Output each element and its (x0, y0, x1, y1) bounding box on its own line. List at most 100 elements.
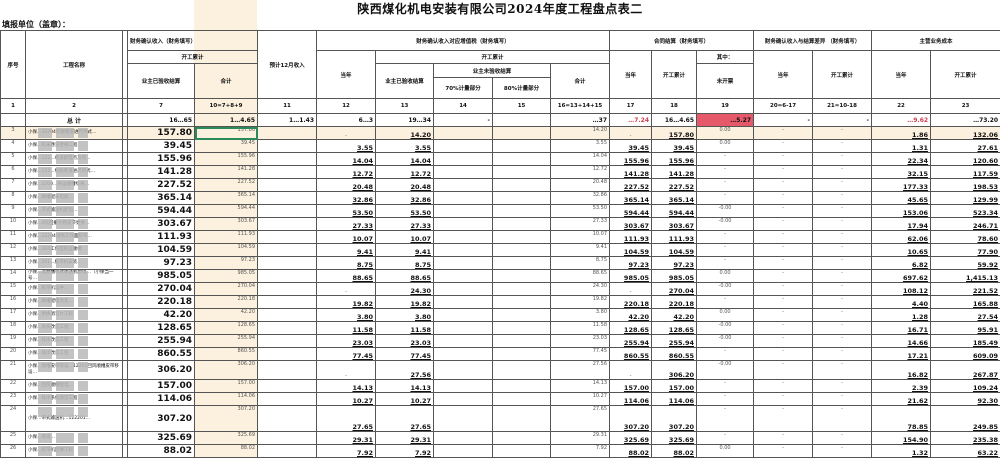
value-cell[interactable]: - (696, 152, 755, 166)
value-cell[interactable]: 594.44 (193, 204, 259, 218)
value-cell[interactable]: 249.85 (930, 405, 1000, 432)
value-cell[interactable]: - (696, 178, 755, 192)
value-cell[interactable]: - (753, 405, 814, 432)
value-cell[interactable] (257, 191, 318, 205)
value-cell[interactable]: 27.56 (550, 360, 611, 380)
value-cell[interactable]: 77.90 (930, 243, 1000, 257)
value-cell[interactable]: 104.59 (609, 243, 653, 257)
value-cell[interactable]: 270.04 (127, 282, 195, 296)
value-cell[interactable]: 19.82 (550, 295, 611, 309)
row-seq-cell[interactable]: 9 (0, 204, 26, 218)
value-cell[interactable] (433, 256, 494, 270)
header-total[interactable]: 合计 (193, 63, 259, 99)
value-cell[interactable]: 177.33 (871, 178, 932, 192)
value-cell[interactable]: 27.61 (930, 139, 1000, 153)
value-cell[interactable]: - (316, 360, 377, 380)
value-cell[interactable]: 27.33 (550, 217, 611, 231)
project-name-cell[interactable]: 小保…顺槽配电点及… (25, 295, 123, 309)
value-cell[interactable]: - (753, 152, 814, 166)
value-cell[interactable]: 1.31 (871, 139, 932, 153)
value-cell[interactable] (257, 152, 318, 166)
value-cell[interactable] (257, 321, 318, 335)
value-cell[interactable]: -0.00 (696, 282, 755, 296)
value-cell[interactable] (492, 204, 552, 218)
value-cell[interactable]: 23.03 (316, 334, 377, 348)
value-cell[interactable]: 45.65 (871, 191, 932, 205)
value-cell[interactable]: 27.33 (375, 217, 435, 231)
header-owner-accepted[interactable]: 业主已验收结算 (127, 63, 195, 99)
value-cell[interactable]: 53.50 (550, 204, 611, 218)
value-cell[interactable] (492, 191, 552, 205)
value-cell[interactable]: 157.00 (127, 379, 195, 393)
value-cell[interactable]: 0.00 (696, 444, 755, 458)
value-cell[interactable] (257, 334, 318, 348)
value-cell[interactable]: - (609, 126, 653, 140)
value-cell[interactable]: 235.38 (930, 431, 1000, 445)
value-cell[interactable] (433, 431, 494, 445)
value-cell[interactable]: 0.00 (696, 126, 755, 140)
value-cell[interactable] (492, 334, 552, 348)
value-cell[interactable]: 220.18 (127, 295, 195, 309)
value-cell[interactable]: - (812, 295, 873, 309)
value-cell[interactable]: 6.82 (871, 256, 932, 270)
value-cell[interactable]: - (753, 269, 814, 283)
row-seq-cell[interactable]: 19 (0, 334, 26, 348)
value-cell[interactable]: 220.18 (609, 295, 653, 309)
value-cell[interactable]: 7.92 (550, 444, 611, 458)
value-cell[interactable]: - (696, 392, 755, 406)
value-cell[interactable]: 120.60 (930, 152, 1000, 166)
value-cell[interactable] (257, 379, 318, 393)
column-index-cell[interactable]: 14 (433, 98, 494, 114)
header-diff-cum[interactable]: 开工累计 (812, 50, 873, 99)
value-cell[interactable]: - (812, 165, 873, 179)
value-cell[interactable]: 594.44 (127, 204, 195, 218)
value-cell[interactable]: - (609, 360, 653, 380)
value-cell[interactable]: - (696, 165, 755, 179)
value-cell[interactable] (433, 347, 494, 361)
value-cell[interactable]: 155.96 (193, 152, 259, 166)
value-cell[interactable] (492, 360, 552, 380)
value-cell[interactable] (257, 282, 318, 296)
row-seq-cell[interactable]: 22 (0, 379, 26, 393)
value-cell[interactable]: 3.55 (375, 139, 435, 153)
value-cell[interactable]: 307.20 (127, 405, 195, 432)
value-cell[interactable]: 594.44 (609, 204, 653, 218)
value-cell[interactable] (433, 152, 494, 166)
header-cost[interactable]: 主营业务成本 (871, 30, 1000, 51)
column-index-cell[interactable]: 20=6-17 (753, 98, 814, 114)
value-cell[interactable]: 255.94 (651, 334, 698, 348)
value-cell[interactable]: -0.00 (696, 321, 755, 335)
header-vat-owner-accepted[interactable]: 业主已验收结算 (375, 63, 435, 99)
value-cell[interactable]: 20.48 (375, 178, 435, 192)
value-cell[interactable]: 20.48 (550, 178, 611, 192)
row-seq-cell[interactable]: 23 (0, 392, 26, 406)
value-cell[interactable]: 32.86 (316, 191, 377, 205)
value-cell[interactable] (433, 139, 494, 153)
project-name-cell[interactable]: 小保…巷道… (25, 431, 123, 445)
value-cell[interactable] (257, 269, 318, 283)
value-cell[interactable]: 303.67 (609, 217, 653, 231)
header-of-which[interactable]: 其中： (696, 50, 755, 64)
value-cell[interactable]: 0.00 (696, 139, 755, 153)
value-cell[interactable]: 19.82 (375, 295, 435, 309)
value-cell[interactable]: 111.93 (651, 230, 698, 244)
value-cell[interactable] (433, 392, 494, 406)
value-cell[interactable]: 985.05 (609, 269, 653, 283)
project-name-cell[interactable]: 小保…综采巷道更换工程 (25, 139, 123, 153)
column-index-cell[interactable]: 22 (871, 98, 932, 114)
value-cell[interactable]: 141.28 (193, 165, 259, 179)
value-cell[interactable] (433, 178, 494, 192)
value-cell[interactable]: 42.20 (193, 308, 259, 322)
value-cell[interactable] (257, 295, 318, 309)
value-cell[interactable]: 9.41 (316, 243, 377, 257)
value-cell[interactable]: - (753, 431, 814, 445)
header-vat[interactable]: 财务确认收入对应增值税（财务填写） (316, 30, 611, 51)
value-cell[interactable]: - (753, 217, 814, 231)
value-cell[interactable]: 27.56 (375, 360, 435, 380)
value-cell[interactable] (257, 204, 318, 218)
value-cell[interactable] (433, 405, 494, 432)
value-cell[interactable]: 985.05 (127, 269, 195, 283)
row-seq-cell[interactable]: 10 (0, 217, 26, 231)
row-seq-cell[interactable]: 13 (0, 256, 26, 270)
header-contract-cur-year[interactable]: 当年 (609, 50, 653, 99)
